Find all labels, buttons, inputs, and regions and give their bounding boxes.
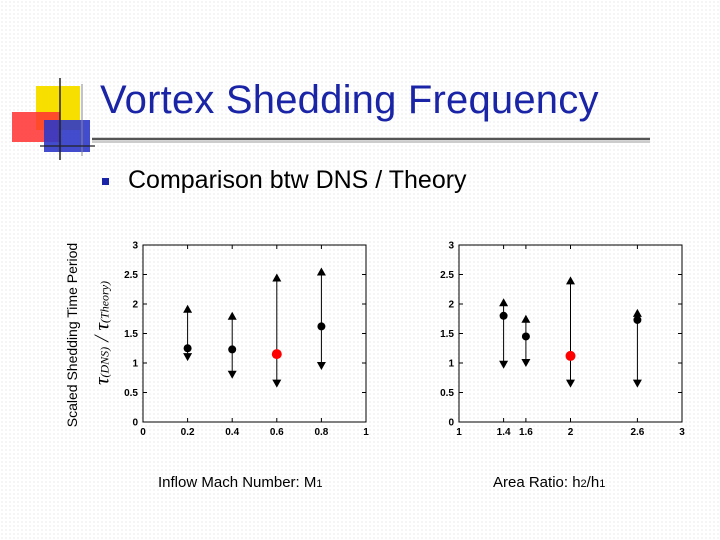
y-tick-label: 1 <box>448 359 454 370</box>
y-tick-label: 0.5 <box>124 388 138 399</box>
left-xlabel-sub: 1 <box>316 478 323 490</box>
x-tick-label: 2.6 <box>630 427 644 438</box>
y-tick-label: 3 <box>448 241 454 252</box>
dns-point <box>499 311 508 320</box>
theory-high-marker <box>183 304 193 313</box>
y-tick-label: 3 <box>132 241 138 252</box>
y-tick-label: 2.5 <box>124 270 138 281</box>
right-xlabel-p1: Area Ratio: h <box>493 474 581 491</box>
dns-point <box>317 322 326 331</box>
right-xlabel-s2: 1 <box>599 478 606 490</box>
y-tick-label: 0 <box>448 418 454 429</box>
x-tick-label: 1.4 <box>497 427 511 438</box>
y-tick-label: 0.5 <box>440 388 454 399</box>
right-xlabel-p2: /h <box>586 474 600 491</box>
x-tick-label: 3 <box>679 427 685 438</box>
theory-low-marker <box>272 379 282 388</box>
dns-point <box>271 349 282 360</box>
bullet-marker <box>102 178 109 185</box>
theory-high-marker <box>316 267 326 276</box>
y-tick-label: 0 <box>132 418 138 429</box>
x-tick-label: 0.2 <box>181 427 195 438</box>
y-tick-label: 1.5 <box>124 329 138 340</box>
theory-low-marker <box>521 359 531 367</box>
theory-low-marker <box>566 379 575 388</box>
dns-point <box>633 315 642 324</box>
theory-high-marker <box>227 311 237 320</box>
theory-low-marker <box>499 360 509 369</box>
y-tick-label: 2.5 <box>440 270 454 281</box>
theory-low-marker <box>316 361 326 370</box>
x-tick-label: 1 <box>363 427 369 438</box>
x-tick-label: 0 <box>140 427 146 438</box>
x-tick-label: 1 <box>456 427 462 438</box>
y-tick-label: 2 <box>448 300 454 311</box>
theory-high-marker <box>632 308 642 317</box>
y-tick-label: 1 <box>132 359 138 370</box>
theory-high-marker <box>566 276 575 285</box>
theory-high-marker <box>521 314 531 323</box>
right-chart-xlabel: Area Ratio: h2/h1 <box>493 474 605 491</box>
dns-point <box>183 344 192 353</box>
x-tick-label: 0.8 <box>314 427 328 438</box>
left-chart-xlabel: Inflow Mach Number: M1 <box>158 474 323 491</box>
dns-point <box>521 332 530 341</box>
x-tick-label: 0.4 <box>225 427 239 438</box>
x-tick-label: 1.6 <box>519 427 533 438</box>
right-xlabel-s1: 2 <box>580 478 587 490</box>
theory-high-marker <box>272 273 282 282</box>
x-tick-label: 0.6 <box>270 427 284 438</box>
slide-title: Vortex Shedding Frequency <box>100 78 599 122</box>
y-tick-label: 2 <box>132 300 138 311</box>
theory-low-marker <box>227 370 237 379</box>
bullet-text: Comparison btw DNS / Theory <box>128 166 467 194</box>
theory-low-marker <box>632 379 642 388</box>
y-tick-label: 1.5 <box>440 329 454 340</box>
dns-point <box>565 350 576 361</box>
x-tick-label: 2 <box>568 427 574 438</box>
theory-high-marker <box>499 298 509 307</box>
left-xlabel-text: Inflow Mach Number: M <box>158 474 317 491</box>
dns-point <box>228 345 237 354</box>
theory-low-marker <box>183 353 193 362</box>
